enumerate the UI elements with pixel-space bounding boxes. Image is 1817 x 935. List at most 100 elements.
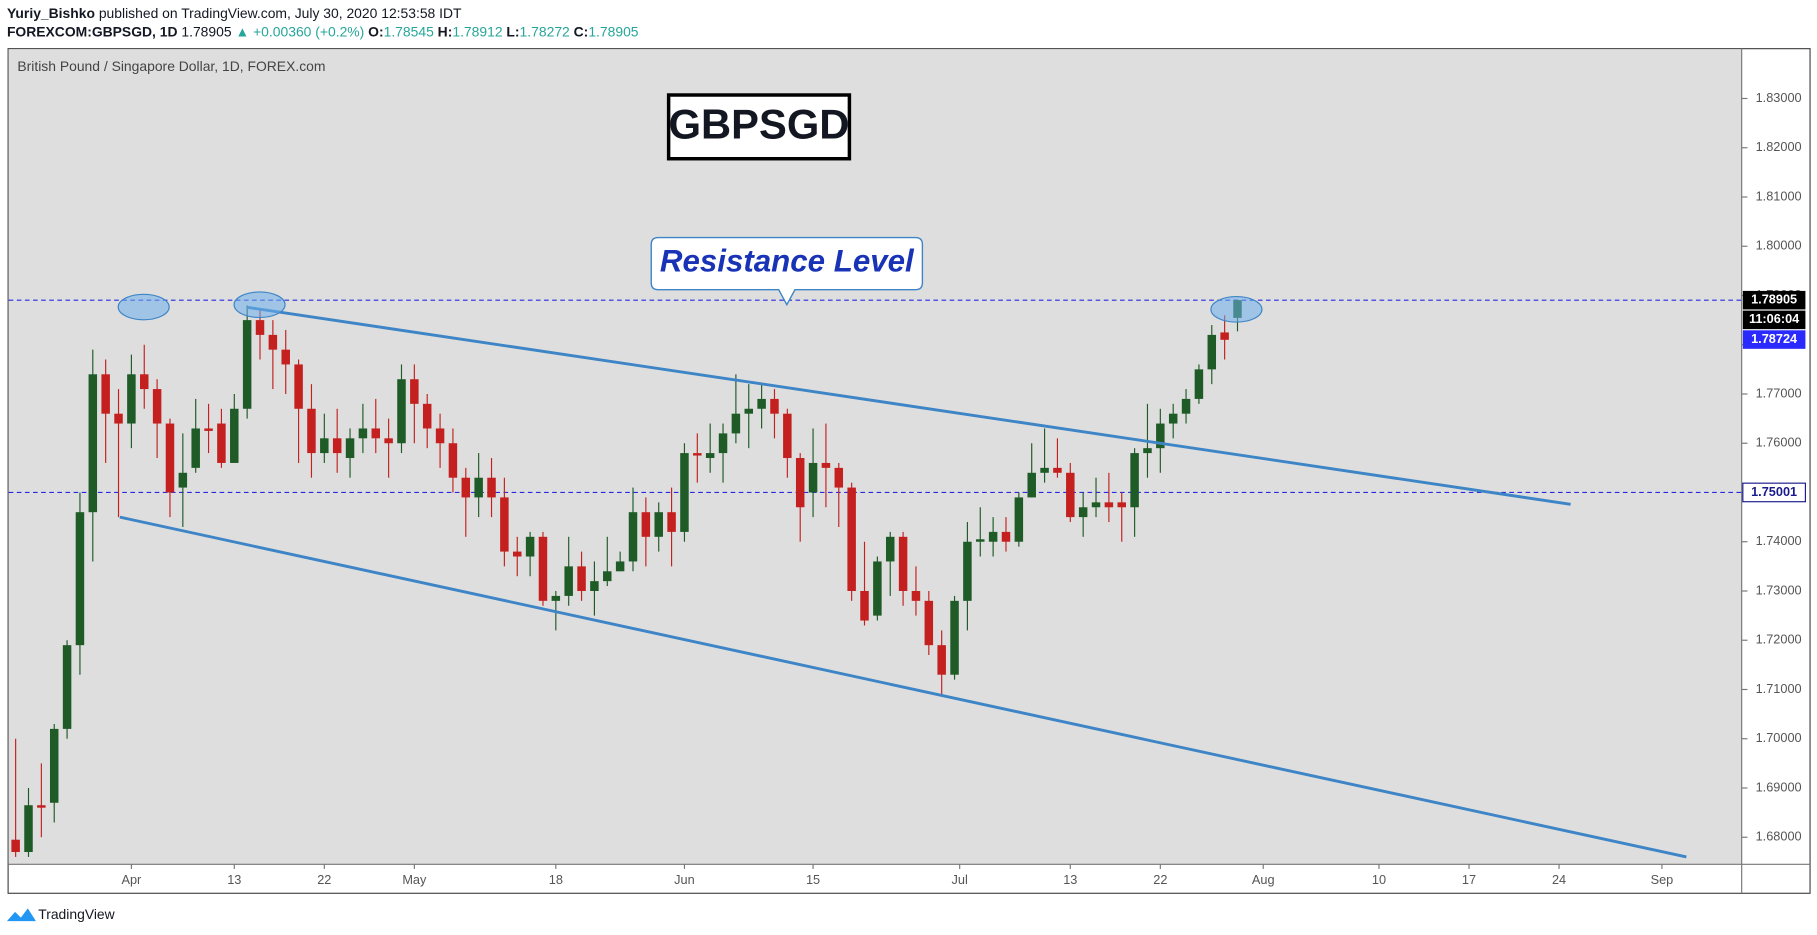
candle-body bbox=[1130, 453, 1139, 508]
candle-body bbox=[885, 536, 895, 562]
candle-body bbox=[847, 487, 856, 591]
x-tick-label: 10 bbox=[1372, 872, 1386, 887]
candle-body bbox=[512, 551, 522, 557]
y-tick-label: 1.82000 bbox=[1756, 139, 1802, 154]
y-tick-label: 1.69000 bbox=[1756, 779, 1802, 794]
y-tick-label: 1.77000 bbox=[1756, 385, 1802, 400]
title-box bbox=[666, 93, 852, 161]
trendline bbox=[246, 305, 1571, 506]
candle-body bbox=[783, 413, 792, 459]
ohlc-c-label: C: bbox=[574, 23, 589, 39]
header-line-2: FOREXCOM:GBPSGD, 1D 1.78905 ▲ +0.00360 (… bbox=[7, 23, 639, 39]
candle-body bbox=[577, 566, 586, 591]
x-tick-label: Apr bbox=[121, 872, 142, 887]
candle-body bbox=[358, 428, 368, 439]
tradingview-logo bbox=[6, 908, 36, 922]
bid-label-bg bbox=[1742, 330, 1806, 349]
ohlc-l: 1.78272 bbox=[520, 23, 570, 39]
ohlc-o: 1.78545 bbox=[384, 23, 434, 39]
y-tick-label: 1.73000 bbox=[1756, 582, 1802, 597]
change: ▲ +0.00360 (+0.2%) bbox=[235, 23, 364, 39]
candle-body bbox=[924, 600, 934, 646]
countdown-label: 11:06:04 bbox=[1749, 311, 1800, 326]
candle-body bbox=[1014, 497, 1024, 542]
x-tick-label: 17 bbox=[1462, 872, 1476, 887]
candle-body bbox=[1053, 467, 1062, 473]
candle-body bbox=[448, 443, 458, 478]
y-tick-label: 1.71000 bbox=[1756, 681, 1802, 696]
candle-body bbox=[525, 536, 535, 557]
candle-body bbox=[1001, 531, 1011, 542]
level-label: 1.75001 bbox=[1751, 484, 1797, 499]
level-label-bg bbox=[1742, 482, 1806, 503]
candle-body bbox=[1168, 413, 1178, 424]
level-label-bg bbox=[1742, 290, 1806, 310]
x-tick-label: 22 bbox=[1153, 872, 1167, 887]
candle-body bbox=[834, 467, 844, 488]
candle-body bbox=[435, 428, 445, 444]
author: Yuriy_Bishko bbox=[7, 5, 95, 21]
candle-body bbox=[770, 398, 779, 414]
candle-body bbox=[564, 566, 573, 596]
candle-body bbox=[487, 477, 496, 498]
candle-body bbox=[217, 423, 226, 463]
overlays bbox=[117, 291, 1263, 323]
candle-body bbox=[628, 512, 638, 562]
y-tick-label: 1.76000 bbox=[1756, 435, 1802, 450]
x-tick-label: Aug bbox=[1252, 872, 1275, 887]
candle-body bbox=[1194, 369, 1204, 399]
candle-body bbox=[1040, 467, 1049, 473]
plot-area bbox=[8, 49, 1742, 865]
footer: TradingView bbox=[38, 906, 115, 922]
candle-body bbox=[88, 374, 98, 513]
callout-box bbox=[650, 236, 924, 307]
candle-body bbox=[230, 408, 239, 463]
highlight-ellipse bbox=[117, 293, 170, 321]
candle-body bbox=[808, 462, 818, 493]
candle-body bbox=[693, 453, 702, 456]
countdown-label-bg bbox=[1742, 310, 1806, 330]
ohlc-c: 1.78905 bbox=[588, 23, 638, 39]
candle-body bbox=[11, 839, 20, 853]
candle-body bbox=[641, 512, 651, 537]
candle-body bbox=[1181, 398, 1191, 414]
chart-subtitle: British Pound / Singapore Dollar, 1D, FO… bbox=[17, 58, 325, 74]
x-tick-label: 22 bbox=[317, 872, 331, 887]
candle-body bbox=[667, 512, 676, 532]
published: published on TradingView.com, July 30, 2… bbox=[99, 5, 462, 21]
candle-body bbox=[127, 374, 136, 424]
candle-body bbox=[152, 389, 162, 424]
candle-body bbox=[898, 536, 908, 591]
candle-body bbox=[988, 531, 998, 542]
candle-body bbox=[140, 374, 149, 390]
candle-body bbox=[410, 379, 419, 404]
candle-body bbox=[873, 561, 882, 616]
candle-body bbox=[950, 600, 959, 675]
candle-body bbox=[1117, 502, 1126, 508]
candle-body bbox=[1104, 502, 1114, 508]
y-tick-label: 1.80000 bbox=[1756, 238, 1802, 253]
axes: 1.68000 1.69000 1.70000 1.71000 1.72000 1.730… bbox=[121, 90, 1806, 887]
candle-body bbox=[178, 472, 188, 488]
candle-body bbox=[1027, 472, 1036, 498]
y-tick-label: 1.83000 bbox=[1756, 90, 1802, 105]
candle-body bbox=[731, 413, 741, 434]
candle-body bbox=[255, 320, 265, 335]
x-tick-label: Sep bbox=[1651, 872, 1674, 887]
candle-body bbox=[474, 477, 483, 498]
y-tick-label: 1.68000 bbox=[1756, 829, 1802, 844]
candle-body bbox=[165, 423, 175, 493]
highlight-ellipse bbox=[1210, 296, 1263, 323]
candle-body bbox=[191, 428, 200, 468]
y-tick-label: 1.81000 bbox=[1756, 188, 1802, 203]
ohlc-h: 1.78912 bbox=[452, 23, 502, 39]
candle-body bbox=[500, 497, 509, 552]
candle-body bbox=[461, 477, 471, 498]
bid-label: 1.78724 bbox=[1751, 331, 1798, 346]
candle-body bbox=[821, 462, 831, 468]
candle-body bbox=[49, 728, 59, 803]
candle-body bbox=[1091, 502, 1101, 508]
x-tick-label: 13 bbox=[1063, 872, 1077, 887]
candle-body bbox=[705, 453, 715, 459]
